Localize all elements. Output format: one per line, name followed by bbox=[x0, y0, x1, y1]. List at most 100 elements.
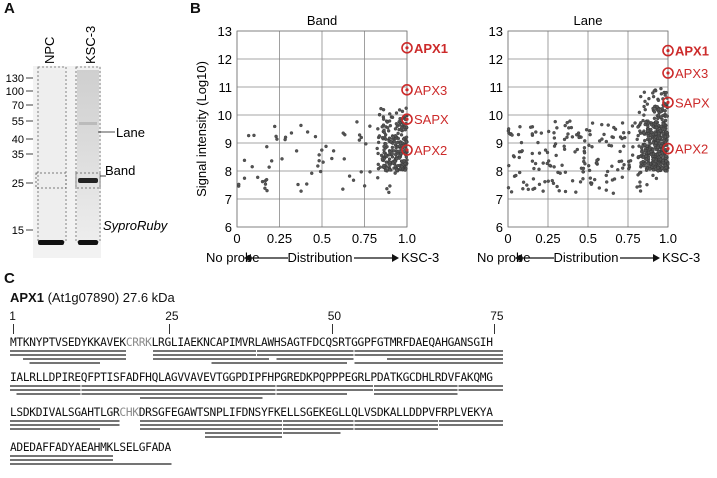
data-point bbox=[635, 137, 639, 142]
data-point bbox=[638, 121, 643, 125]
data-point bbox=[388, 123, 393, 128]
data-point bbox=[552, 131, 556, 135]
highlight-label-sapx: SAPX bbox=[414, 112, 449, 127]
data-point bbox=[364, 142, 368, 146]
x-axis-label: Distribution bbox=[553, 250, 618, 265]
data-point bbox=[553, 142, 558, 146]
data-point bbox=[250, 165, 254, 169]
data-point bbox=[610, 164, 614, 168]
data-point bbox=[385, 187, 389, 191]
data-point bbox=[541, 161, 545, 165]
data-point bbox=[645, 129, 650, 133]
data-point bbox=[388, 160, 392, 165]
data-point bbox=[566, 132, 570, 136]
y-tick-label: 8 bbox=[496, 164, 503, 179]
data-point bbox=[546, 159, 551, 163]
data-point bbox=[644, 120, 648, 124]
data-point bbox=[537, 151, 542, 155]
data-point bbox=[582, 159, 586, 164]
data-point bbox=[663, 109, 667, 113]
data-point bbox=[621, 130, 626, 135]
ksc3-band bbox=[78, 178, 98, 183]
npc-dye-front bbox=[38, 240, 64, 245]
data-point bbox=[506, 127, 511, 131]
data-point bbox=[242, 176, 247, 180]
sequence-segment: LSDKDIVALSGAHTLGR bbox=[10, 406, 120, 419]
data-point bbox=[659, 162, 663, 167]
data-point bbox=[656, 98, 661, 103]
data-point bbox=[384, 153, 388, 157]
data-point bbox=[600, 137, 604, 141]
data-point bbox=[392, 149, 396, 153]
data-point bbox=[568, 119, 572, 123]
data-point bbox=[581, 166, 586, 171]
data-point bbox=[388, 112, 392, 116]
y-tick-label: 11 bbox=[219, 80, 233, 95]
data-point bbox=[394, 168, 399, 172]
data-point bbox=[573, 150, 577, 154]
data-point bbox=[393, 127, 398, 131]
x-tick-label: 0.75 bbox=[352, 231, 377, 246]
data-point bbox=[330, 156, 334, 161]
data-point bbox=[651, 91, 655, 95]
data-point bbox=[638, 189, 643, 193]
data-point bbox=[651, 94, 656, 99]
data-point bbox=[552, 136, 557, 140]
data-point bbox=[643, 107, 647, 112]
data-point bbox=[642, 113, 646, 117]
data-point bbox=[380, 125, 384, 129]
data-point bbox=[641, 118, 645, 123]
data-point bbox=[305, 182, 309, 186]
data-point bbox=[390, 145, 395, 150]
data-point bbox=[402, 159, 406, 163]
data-point bbox=[347, 174, 352, 178]
data-point bbox=[655, 105, 659, 109]
data-point bbox=[653, 159, 658, 164]
data-point bbox=[638, 171, 642, 175]
data-point bbox=[592, 177, 597, 182]
data-point bbox=[582, 151, 587, 155]
data-point bbox=[318, 169, 323, 174]
data-point bbox=[577, 135, 581, 140]
data-point bbox=[611, 191, 616, 195]
data-point bbox=[574, 190, 578, 194]
x-tick-label: 0.5 bbox=[579, 231, 597, 246]
scatter-chart-band: Band 6 7 8 9 10 11 12 13 0 0.25 0.5 0.75 1.0 Signal in… bbox=[194, 13, 449, 265]
data-point bbox=[296, 182, 300, 187]
highlight-dot-apx1 bbox=[405, 46, 409, 50]
lane-name-npc: NPC bbox=[42, 37, 57, 64]
data-point bbox=[649, 152, 654, 157]
y-tick-label: 7 bbox=[225, 192, 232, 207]
data-point bbox=[317, 153, 321, 157]
x-left-note: No probe bbox=[477, 250, 530, 265]
data-point bbox=[511, 154, 516, 158]
data-point bbox=[652, 162, 656, 166]
data-point bbox=[620, 175, 624, 179]
data-point bbox=[651, 147, 655, 152]
data-point bbox=[562, 137, 567, 142]
data-point bbox=[377, 134, 382, 138]
band-label: Band bbox=[105, 163, 135, 178]
data-point bbox=[565, 120, 569, 125]
data-point bbox=[648, 137, 653, 141]
data-point bbox=[652, 137, 657, 141]
data-point bbox=[389, 140, 393, 144]
data-point bbox=[551, 181, 556, 186]
data-point bbox=[341, 131, 345, 135]
data-point bbox=[280, 157, 284, 161]
data-point bbox=[530, 132, 535, 136]
data-point bbox=[666, 134, 670, 139]
highlight-marker-sapx bbox=[401, 113, 413, 125]
marker-label: 40 bbox=[12, 134, 24, 146]
data-point bbox=[649, 122, 654, 127]
data-point bbox=[283, 137, 287, 142]
highlight-dot-sapx bbox=[405, 117, 409, 121]
highlight-label-apx2: APX2 bbox=[675, 142, 708, 157]
data-point bbox=[275, 137, 279, 141]
highlight-dot-apx3 bbox=[405, 88, 409, 92]
data-point bbox=[393, 152, 398, 157]
data-point bbox=[321, 160, 325, 164]
data-point bbox=[657, 136, 662, 140]
data-point bbox=[604, 173, 608, 178]
